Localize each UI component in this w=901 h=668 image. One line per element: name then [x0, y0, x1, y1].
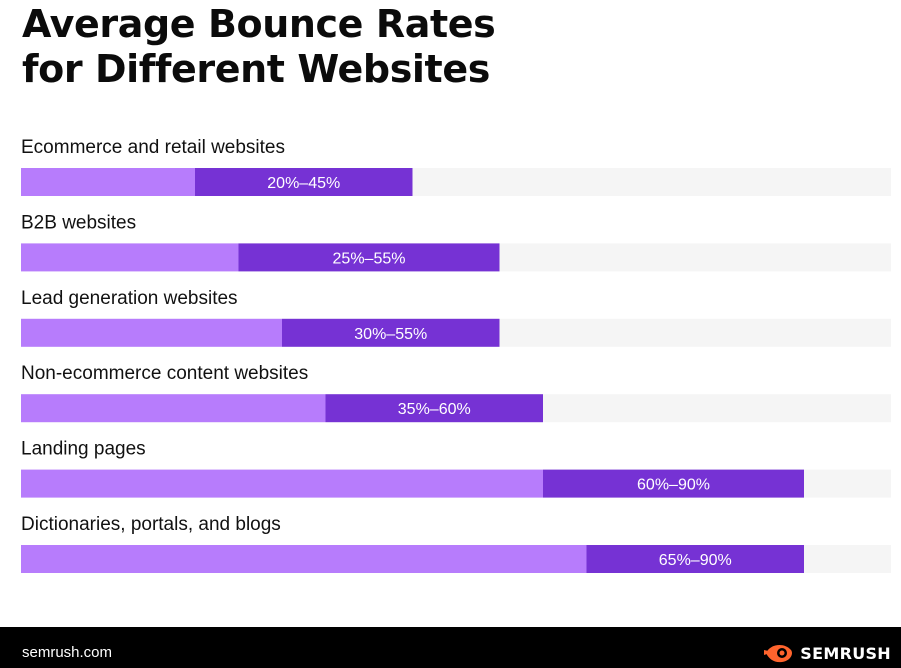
bar-lower-segment [21, 168, 195, 196]
chart-title-line-1: Average Bounce Rates [22, 2, 496, 46]
bar-range-label: 30%–55% [354, 326, 427, 343]
bar-lower-segment [21, 318, 282, 347]
bar-chart: Ecommerce and retail websites 20%–45% B2B … [21, 137, 804, 573]
category-label: Lead generation websites [21, 288, 238, 309]
semrush-fireball-icon [764, 644, 793, 663]
bar-range-label: 65%–90% [659, 552, 732, 569]
bar-range-label: 60%–90% [637, 477, 710, 494]
bar-range-segment [238, 243, 500, 272]
bar-range-segment [195, 168, 413, 196]
bar-range-segment [325, 394, 543, 423]
category-label: B2B websites [21, 212, 136, 233]
bar-range-segment [282, 318, 500, 347]
footer: semrush.com SEMRUSH [0, 627, 901, 668]
bar-range-segment [543, 469, 804, 498]
bar-range-label: 25%–55% [333, 250, 406, 267]
bar-lower-segment [21, 394, 326, 423]
bar-lower-segment [21, 469, 543, 498]
bar-range-label: 35%–60% [398, 401, 471, 418]
footer-site-link[interactable]: semrush.com [22, 644, 113, 661]
category-label: Landing pages [21, 439, 146, 460]
bar-lower-segment [21, 545, 587, 573]
chart-title: Average Bounce Rates for Different Websi… [22, 2, 882, 92]
bar-lower-segment [21, 243, 239, 272]
bar-range-label: 20%–45% [267, 175, 340, 192]
category-label: Dictionaries, portals, and blogs [21, 514, 281, 535]
brand-name: SEMRUSH [800, 643, 891, 663]
chart-title-line-2: for Different Websites [22, 47, 490, 91]
brand-logo: SEMRUSH [764, 642, 891, 664]
category-label: Non-ecommerce content websites [21, 363, 308, 384]
category-label: Ecommerce and retail websites [21, 137, 285, 158]
bar-range-segment [586, 545, 804, 573]
